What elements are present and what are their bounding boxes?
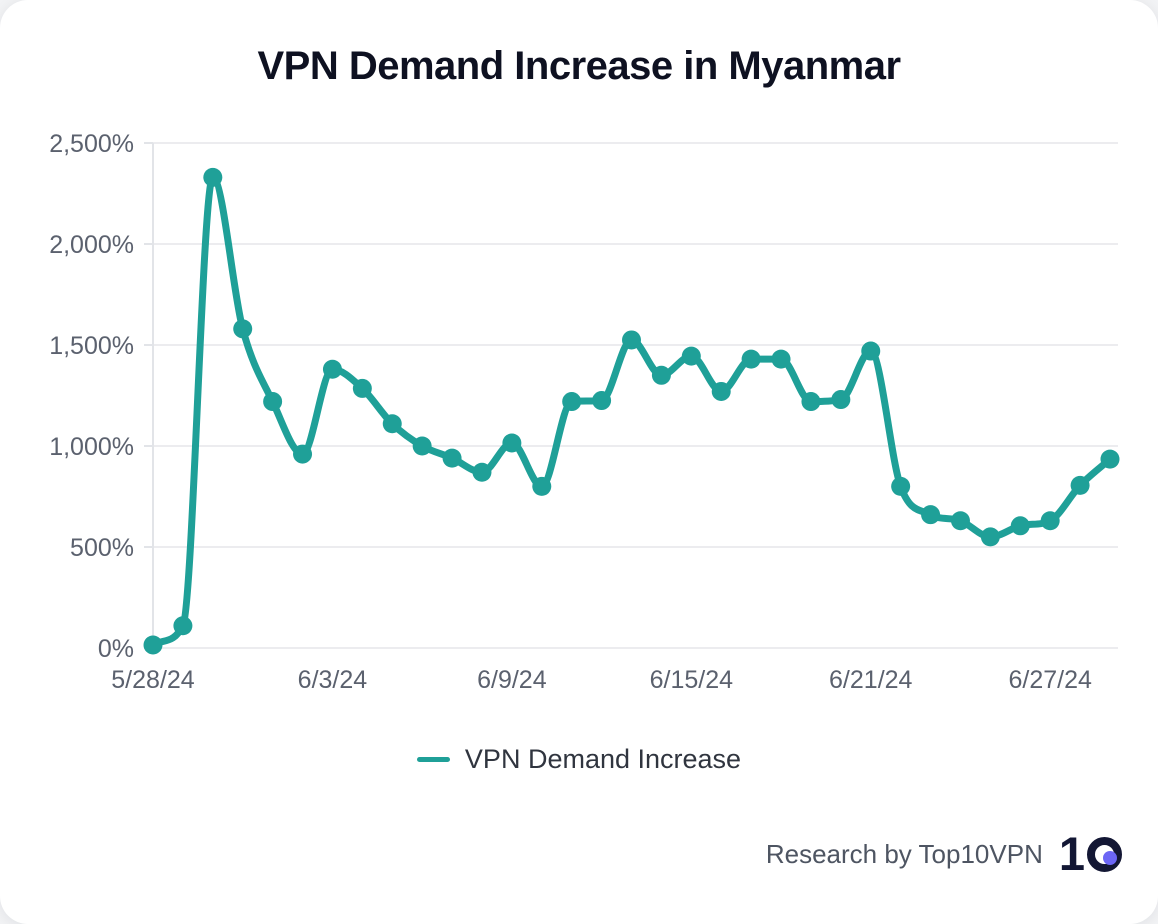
y-tick-label: 2,000% bbox=[49, 231, 134, 259]
y-tick-label: 2,500% bbox=[49, 130, 134, 158]
legend-line-swatch bbox=[416, 757, 450, 762]
logo-dot-icon bbox=[1103, 850, 1117, 865]
data-point bbox=[771, 349, 791, 369]
data-point bbox=[382, 414, 402, 434]
data-point bbox=[1100, 449, 1120, 469]
data-point bbox=[711, 381, 731, 401]
data-point bbox=[472, 462, 492, 482]
data-point bbox=[532, 476, 552, 496]
x-tick-label: 6/3/24 bbox=[298, 666, 368, 694]
data-point bbox=[263, 392, 283, 412]
chart-legend: VPN Demand Increase bbox=[0, 744, 1158, 775]
data-point bbox=[203, 167, 223, 187]
data-point bbox=[173, 616, 193, 636]
research-credit-text: Research by Top10VPN bbox=[765, 838, 1043, 869]
data-point bbox=[861, 341, 881, 361]
data-point bbox=[681, 346, 701, 366]
data-point bbox=[1040, 511, 1060, 531]
data-point bbox=[143, 635, 163, 655]
x-tick-label: 6/15/24 bbox=[650, 666, 734, 694]
data-point bbox=[442, 448, 462, 468]
chart-title: VPN Demand Increase in Myanmar bbox=[257, 44, 901, 88]
data-point bbox=[293, 444, 313, 464]
legend-series-label: VPN Demand Increase bbox=[464, 744, 742, 774]
logo-digit-one: 1 bbox=[1058, 827, 1085, 880]
y-tick-label: 0% bbox=[98, 635, 134, 663]
data-point bbox=[622, 330, 641, 350]
data-point bbox=[980, 527, 1000, 547]
data-point bbox=[831, 390, 851, 410]
data-point bbox=[891, 476, 911, 496]
top10vpn-logo: 1 bbox=[1058, 827, 1122, 880]
data-point bbox=[592, 391, 612, 411]
series-line bbox=[149, 173, 1114, 649]
y-tick-label: 500% bbox=[70, 534, 134, 562]
x-tick-label: 5/28/24 bbox=[111, 666, 195, 694]
data-point bbox=[741, 349, 761, 369]
logo-ring-icon bbox=[1087, 836, 1122, 872]
data-point bbox=[1070, 475, 1090, 495]
x-tick-label: 6/27/24 bbox=[1008, 666, 1092, 694]
data-point bbox=[651, 365, 671, 385]
data-point bbox=[1010, 516, 1030, 536]
data-point bbox=[322, 359, 342, 379]
data-point bbox=[233, 319, 253, 339]
footer: Research by Top10VPN 1 bbox=[765, 827, 1122, 880]
data-point bbox=[502, 433, 522, 453]
x-tick-label: 6/21/24 bbox=[829, 666, 913, 694]
data-point bbox=[412, 436, 432, 456]
data-point bbox=[562, 392, 582, 412]
y-tick-label: 1,500% bbox=[49, 332, 134, 360]
data-point bbox=[950, 511, 970, 531]
data-point bbox=[921, 505, 941, 525]
data-point bbox=[801, 392, 821, 412]
y-tick-label: 1,000% bbox=[49, 433, 134, 461]
data-point bbox=[352, 378, 372, 398]
x-tick-label: 6/9/24 bbox=[477, 666, 547, 694]
